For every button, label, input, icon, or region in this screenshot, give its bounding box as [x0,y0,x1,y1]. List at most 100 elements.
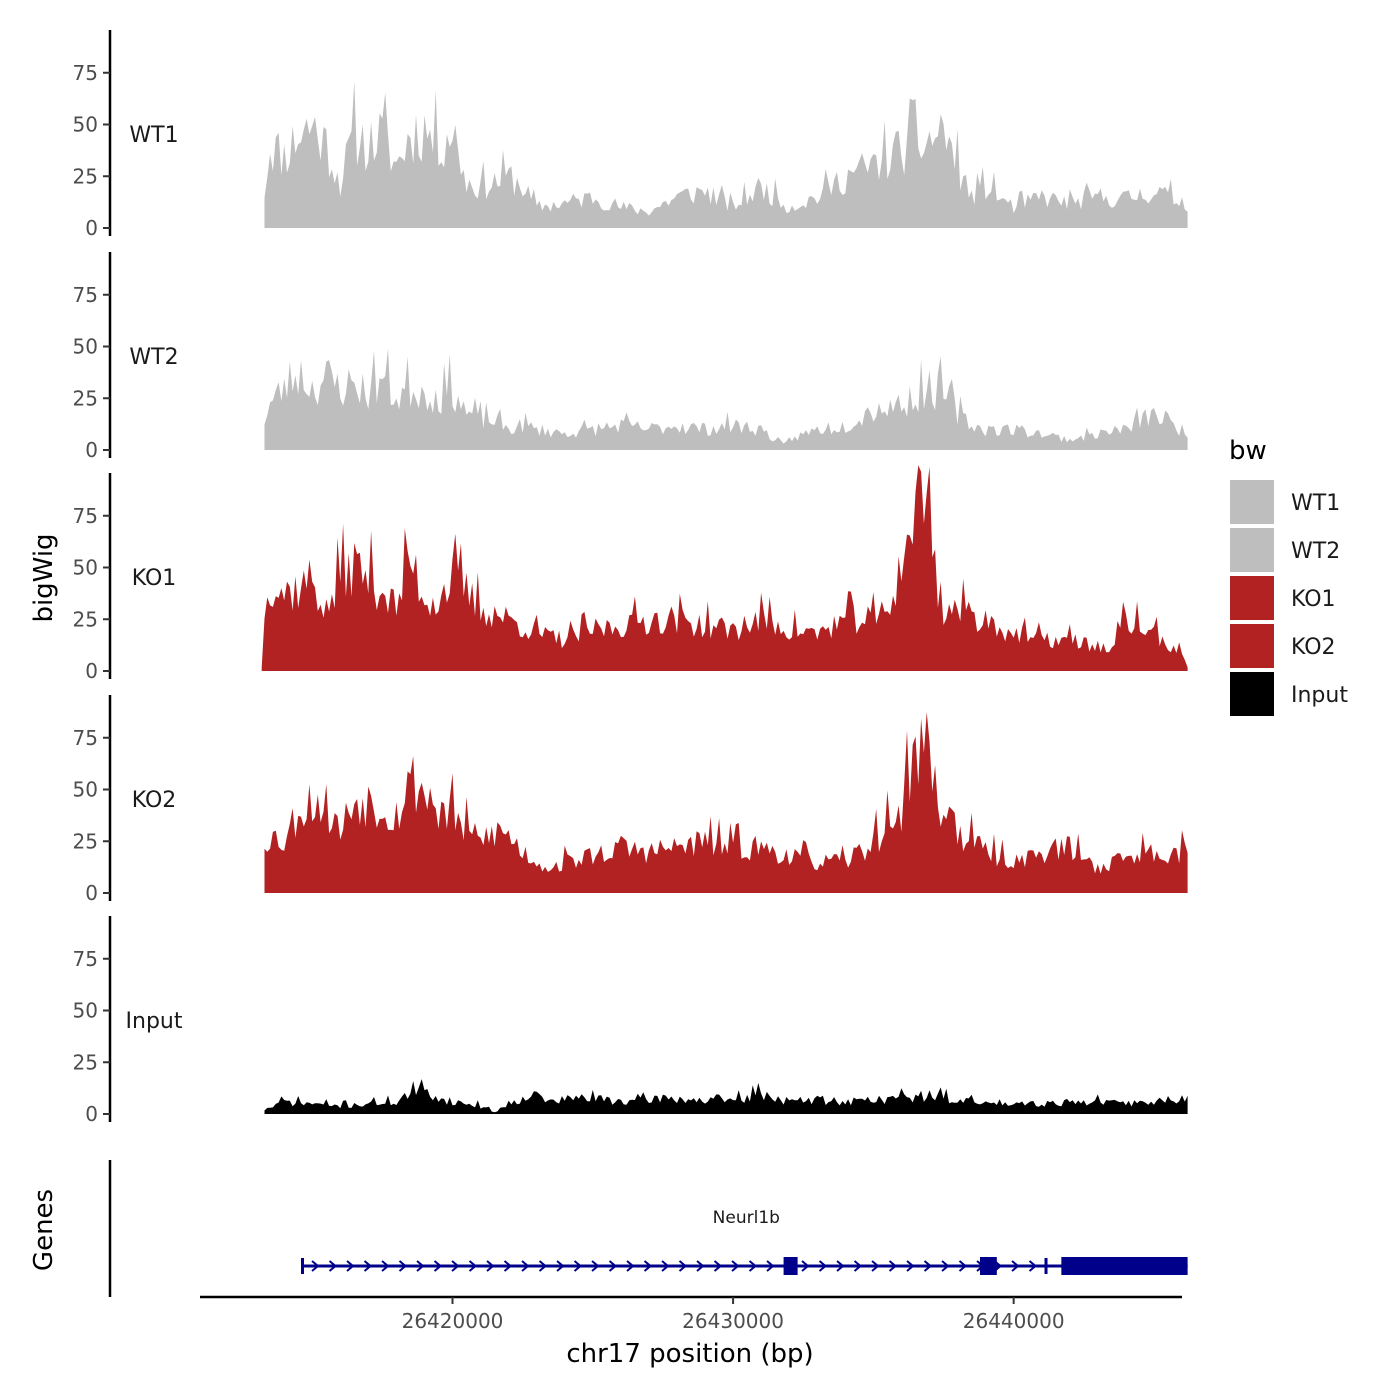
strand-arrow [381,1260,390,1272]
strand-arrow [766,1260,775,1272]
strand-arrow [696,1260,705,1272]
legend-swatch-wt1 [1230,480,1274,524]
coverage-tracks: 0 25 50 75 WT1 0 25 50 75 WT2 0 25 50 75 KO1 0 25 50 75 KO2… [73,30,1188,1126]
strand-arrow [363,1260,373,1272]
gene-exon [301,1258,305,1274]
strand-arrow [311,1260,320,1272]
strand-arrow [1011,1260,1020,1272]
track-panel-ko2: 0 25 50 75 KO2 [73,695,1188,905]
strand-arrow [626,1260,635,1272]
strand-arrow [538,1260,548,1272]
strand-arrow [678,1260,688,1272]
track-panel-ko1: 0 25 50 75 KO1 [73,465,1188,683]
coverage-area [264,712,1188,893]
x-tick-label: 26430000 [682,1309,784,1333]
y-tick-label: 75 [73,726,98,750]
strand-arrow [661,1260,670,1272]
coverage-area [264,81,1188,228]
strand-arrow [836,1260,845,1272]
y-tick-label: 0 [85,438,98,462]
genes-panel: Neurl1b [108,1160,1188,1297]
y-tick-label: 50 [73,556,98,580]
legend-label-ko2: KO2 [1291,635,1336,660]
gene-exon [1061,1257,1188,1275]
strand-arrow [328,1260,338,1272]
track-panel-wt2: 0 25 50 75 WT2 [73,252,1188,462]
track-label: KO2 [132,788,177,813]
strand-arrow [888,1260,898,1272]
strand-arrow [923,1260,933,1272]
y-tick-label: 25 [73,386,98,410]
gene-exon [979,1257,997,1275]
track-panel-input: 0 25 50 75 Input [73,916,1188,1126]
legend-swatch-ko1 [1230,576,1274,620]
y-tick-label: 25 [73,164,98,188]
coverage-area [264,1079,1188,1114]
y-tick-label: 50 [73,999,98,1023]
strand-arrow [731,1260,740,1272]
strand-arrow [958,1260,968,1272]
y-tick-label: 25 [73,607,98,631]
y-tick-label: 25 [73,829,98,853]
strand-arrow [748,1260,758,1272]
strand-arrow [1028,1260,1038,1272]
strand-arrow [871,1260,880,1272]
gene-name-label: Neurl1b [713,1208,780,1228]
y-tick-label: 0 [85,1102,98,1126]
legend-label-wt2: WT2 [1291,539,1340,564]
strand-arrow [853,1260,863,1272]
x-axis: 26420000 26430000 26440000 [200,1295,1182,1333]
coverage-area [264,348,1188,450]
strand-arrow [591,1260,600,1272]
y-tick-label: 0 [85,881,98,905]
y-tick-label: 0 [85,659,98,683]
strand-arrow [433,1260,443,1272]
legend: bw WT1 WT2 KO1 KO2 Input [1229,436,1348,716]
track-label: KO1 [132,566,177,591]
x-tick-label: 26420000 [402,1309,504,1333]
legend-label-input: Input [1291,683,1348,708]
track-label: WT1 [129,123,178,148]
legend-swatch-input [1230,672,1274,716]
strand-arrow [556,1260,565,1272]
y-tick-label: 50 [73,113,98,137]
gene-exon [783,1257,798,1275]
legend-title: bw [1229,436,1267,466]
strand-arrow [346,1260,355,1272]
y-tick-label: 75 [73,504,98,528]
strand-arrow [573,1260,583,1272]
y-axis-title: bigWig [29,533,59,622]
y-tick-label: 50 [73,778,98,802]
strand-arrow [398,1260,408,1272]
y-tick-label: 75 [73,947,98,971]
strand-arrow [521,1260,530,1272]
track-label: Input [126,1009,183,1034]
coverage-area [261,465,1188,671]
strand-arrow [941,1260,950,1272]
y-tick-label: 75 [73,283,98,307]
strand-arrow [503,1260,513,1272]
strand-arrow [416,1260,425,1272]
y-tick-label: 75 [73,61,98,85]
strand-arrow [643,1260,653,1272]
legend-label-ko1: KO1 [1291,587,1336,612]
x-tick-label: 26440000 [963,1309,1065,1333]
y-tick-label: 50 [73,335,98,359]
strand-arrow [486,1260,495,1272]
strand-arrow [451,1260,460,1272]
gene-exon [1044,1258,1048,1274]
y-tick-label: 25 [73,1050,98,1074]
x-axis-title: chr17 position (bp) [566,1339,813,1369]
strand-arrow [468,1260,478,1272]
strand-arrow [818,1260,828,1272]
strand-arrow [608,1260,618,1272]
legend-swatch-wt2 [1230,528,1274,572]
strand-arrow [713,1260,723,1272]
track-label: WT2 [129,345,178,370]
track-panel-wt1: 0 25 50 75 WT1 [73,30,1188,240]
legend-swatch-ko2 [1230,624,1274,668]
legend-label-wt1: WT1 [1291,491,1340,516]
strand-arrow [801,1260,810,1272]
strand-arrow [906,1260,915,1272]
